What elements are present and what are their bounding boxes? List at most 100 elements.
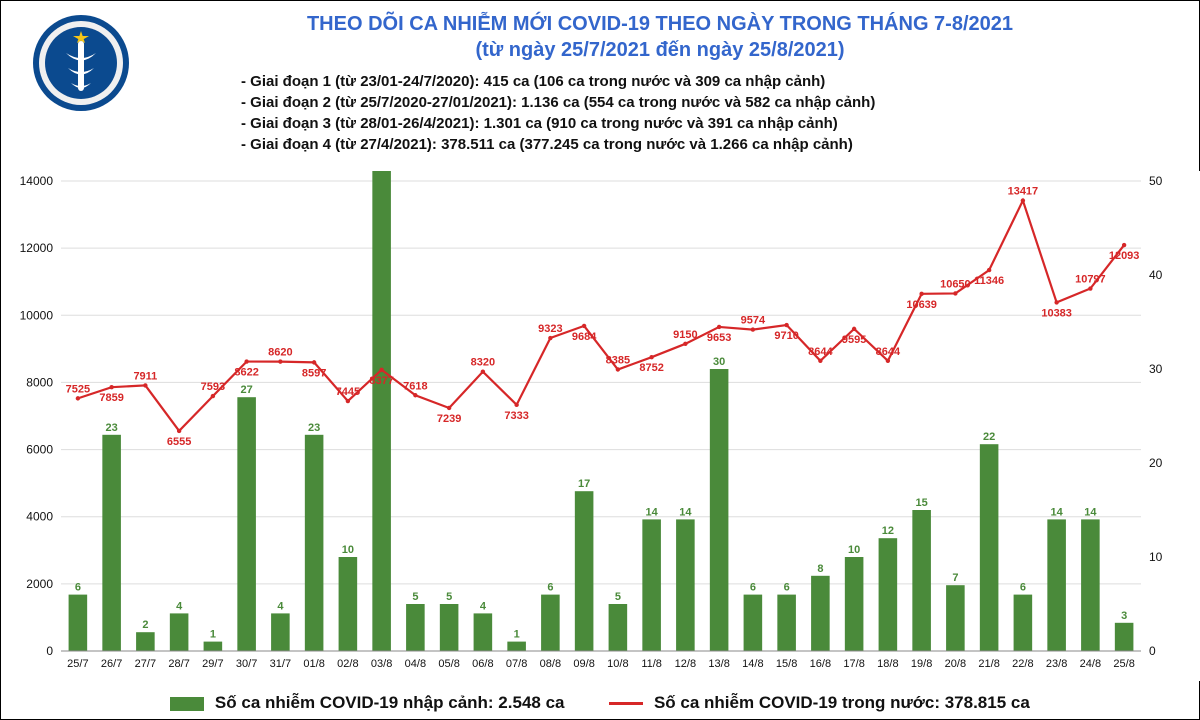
svg-text:2000: 2000 xyxy=(26,577,53,591)
svg-text:9653: 9653 xyxy=(707,332,731,344)
svg-text:9684: 9684 xyxy=(572,331,597,343)
legend-line-label: Số ca nhiễm COVID-19 trong nước: 378.815… xyxy=(654,693,1030,712)
svg-text:6: 6 xyxy=(547,582,553,594)
svg-text:0: 0 xyxy=(1149,644,1156,658)
svg-text:6: 6 xyxy=(75,582,81,594)
svg-text:7: 7 xyxy=(952,572,958,584)
svg-text:27: 27 xyxy=(241,384,253,396)
svg-text:8620: 8620 xyxy=(268,347,292,359)
svg-text:4: 4 xyxy=(176,600,183,612)
svg-text:25/7: 25/7 xyxy=(67,658,88,670)
svg-text:23: 23 xyxy=(308,422,320,434)
svg-text:17/8: 17/8 xyxy=(843,658,864,670)
svg-text:50: 50 xyxy=(1149,174,1163,188)
svg-text:10639: 10639 xyxy=(906,299,937,311)
svg-text:18/8: 18/8 xyxy=(877,658,898,670)
chart-legend: Số ca nhiễm COVID-19 nhập cảnh: 2.548 ca… xyxy=(1,693,1199,713)
svg-text:10000: 10000 xyxy=(20,308,54,322)
svg-text:40: 40 xyxy=(1149,268,1163,282)
note-1: - Giai đoạn 1 (từ 23/01-24/7/2020): 415 … xyxy=(241,71,1159,92)
chart-title-line1: THEO DÕI CA NHIỄM MỚI COVID-19 THEO NGÀY… xyxy=(181,11,1139,37)
legend-line-swatch xyxy=(609,702,643,705)
period-notes: - Giai đoạn 1 (từ 23/01-24/7/2020): 415 … xyxy=(241,71,1159,155)
chart-card: THEO DÕI CA NHIỄM MỚI COVID-19 THEO NGÀY… xyxy=(0,0,1200,720)
svg-text:30: 30 xyxy=(713,356,725,368)
svg-text:14: 14 xyxy=(646,506,659,518)
chart-title-line2: (từ ngày 25/7/2021 đến ngày 25/8/2021) xyxy=(181,37,1139,63)
svg-text:7618: 7618 xyxy=(403,380,427,392)
svg-text:10: 10 xyxy=(342,544,354,556)
svg-text:02/8: 02/8 xyxy=(337,658,358,670)
svg-text:1: 1 xyxy=(210,629,216,641)
chart-area: 0200040006000800010000120001400001020304… xyxy=(1,171,1199,679)
svg-text:7445: 7445 xyxy=(336,386,360,398)
svg-text:7333: 7333 xyxy=(504,410,528,422)
svg-text:9323: 9323 xyxy=(538,323,562,335)
svg-text:30/7: 30/7 xyxy=(236,658,257,670)
svg-text:08/8: 08/8 xyxy=(540,658,561,670)
svg-text:4: 4 xyxy=(277,600,284,612)
svg-text:6555: 6555 xyxy=(167,436,191,448)
svg-text:9595: 9595 xyxy=(842,334,866,346)
svg-text:17: 17 xyxy=(578,478,590,490)
note-2: - Giai đoạn 2 (từ 25/7/2020-27/01/2021):… xyxy=(241,92,1159,113)
svg-text:10650: 10650 xyxy=(940,278,971,290)
svg-text:6000: 6000 xyxy=(26,443,53,457)
svg-text:04/8: 04/8 xyxy=(405,658,426,670)
svg-text:14: 14 xyxy=(679,506,692,518)
svg-text:9574: 9574 xyxy=(741,315,766,327)
svg-text:7911: 7911 xyxy=(133,370,157,382)
svg-text:24/8: 24/8 xyxy=(1080,658,1101,670)
svg-text:07/8: 07/8 xyxy=(506,658,527,670)
svg-text:06/8: 06/8 xyxy=(472,658,493,670)
svg-text:2: 2 xyxy=(142,619,148,631)
svg-text:6: 6 xyxy=(750,582,756,594)
svg-text:20: 20 xyxy=(1149,456,1163,470)
svg-text:8752: 8752 xyxy=(639,362,663,374)
svg-text:14/8: 14/8 xyxy=(742,658,763,670)
svg-text:8644: 8644 xyxy=(808,346,833,358)
svg-text:22: 22 xyxy=(983,431,995,443)
svg-text:6: 6 xyxy=(1020,582,1026,594)
svg-text:05/8: 05/8 xyxy=(438,658,459,670)
svg-text:4: 4 xyxy=(480,600,487,612)
svg-text:14: 14 xyxy=(1084,506,1097,518)
svg-text:10: 10 xyxy=(1149,550,1163,564)
svg-text:12000: 12000 xyxy=(20,241,54,255)
note-4: - Giai đoạn 4 (từ 27/4/2021): 378.511 ca… xyxy=(241,134,1159,155)
svg-text:19/8: 19/8 xyxy=(911,658,932,670)
svg-text:10383: 10383 xyxy=(1041,307,1072,319)
svg-text:12/8: 12/8 xyxy=(675,658,696,670)
svg-text:20/8: 20/8 xyxy=(945,658,966,670)
svg-text:6: 6 xyxy=(784,582,790,594)
svg-text:8385: 8385 xyxy=(606,355,630,367)
svg-text:29/7: 29/7 xyxy=(202,658,223,670)
svg-text:16/8: 16/8 xyxy=(810,658,831,670)
svg-text:03/8: 03/8 xyxy=(371,658,392,670)
svg-text:26/7: 26/7 xyxy=(101,658,122,670)
svg-text:23: 23 xyxy=(106,422,118,434)
svg-text:11346: 11346 xyxy=(974,275,1004,287)
svg-text:1: 1 xyxy=(514,629,520,641)
combo-chart-svg: 0200040006000800010000120001400001020304… xyxy=(1,171,1200,681)
note-3: - Giai đoạn 3 (từ 28/01-26/4/2021): 1.30… xyxy=(241,113,1159,134)
svg-text:0: 0 xyxy=(46,644,53,658)
svg-text:10: 10 xyxy=(848,544,860,556)
svg-text:8377: 8377 xyxy=(369,375,393,387)
svg-text:4000: 4000 xyxy=(26,510,53,524)
svg-text:8000: 8000 xyxy=(26,375,53,389)
legend-bar-label: Số ca nhiễm COVID-19 nhập cảnh: 2.548 ca xyxy=(215,693,565,712)
svg-text:3: 3 xyxy=(1121,610,1127,622)
svg-text:23/8: 23/8 xyxy=(1046,658,1067,670)
svg-text:9150: 9150 xyxy=(673,329,697,341)
svg-text:15/8: 15/8 xyxy=(776,658,797,670)
svg-text:10797: 10797 xyxy=(1075,274,1106,286)
svg-text:10/8: 10/8 xyxy=(607,658,628,670)
svg-text:14: 14 xyxy=(1051,506,1064,518)
svg-text:25/8: 25/8 xyxy=(1113,658,1134,670)
svg-text:8: 8 xyxy=(817,563,823,575)
svg-text:8622: 8622 xyxy=(234,367,258,379)
svg-text:13/8: 13/8 xyxy=(708,658,729,670)
svg-text:22/8: 22/8 xyxy=(1012,658,1033,670)
svg-text:28/7: 28/7 xyxy=(168,658,189,670)
